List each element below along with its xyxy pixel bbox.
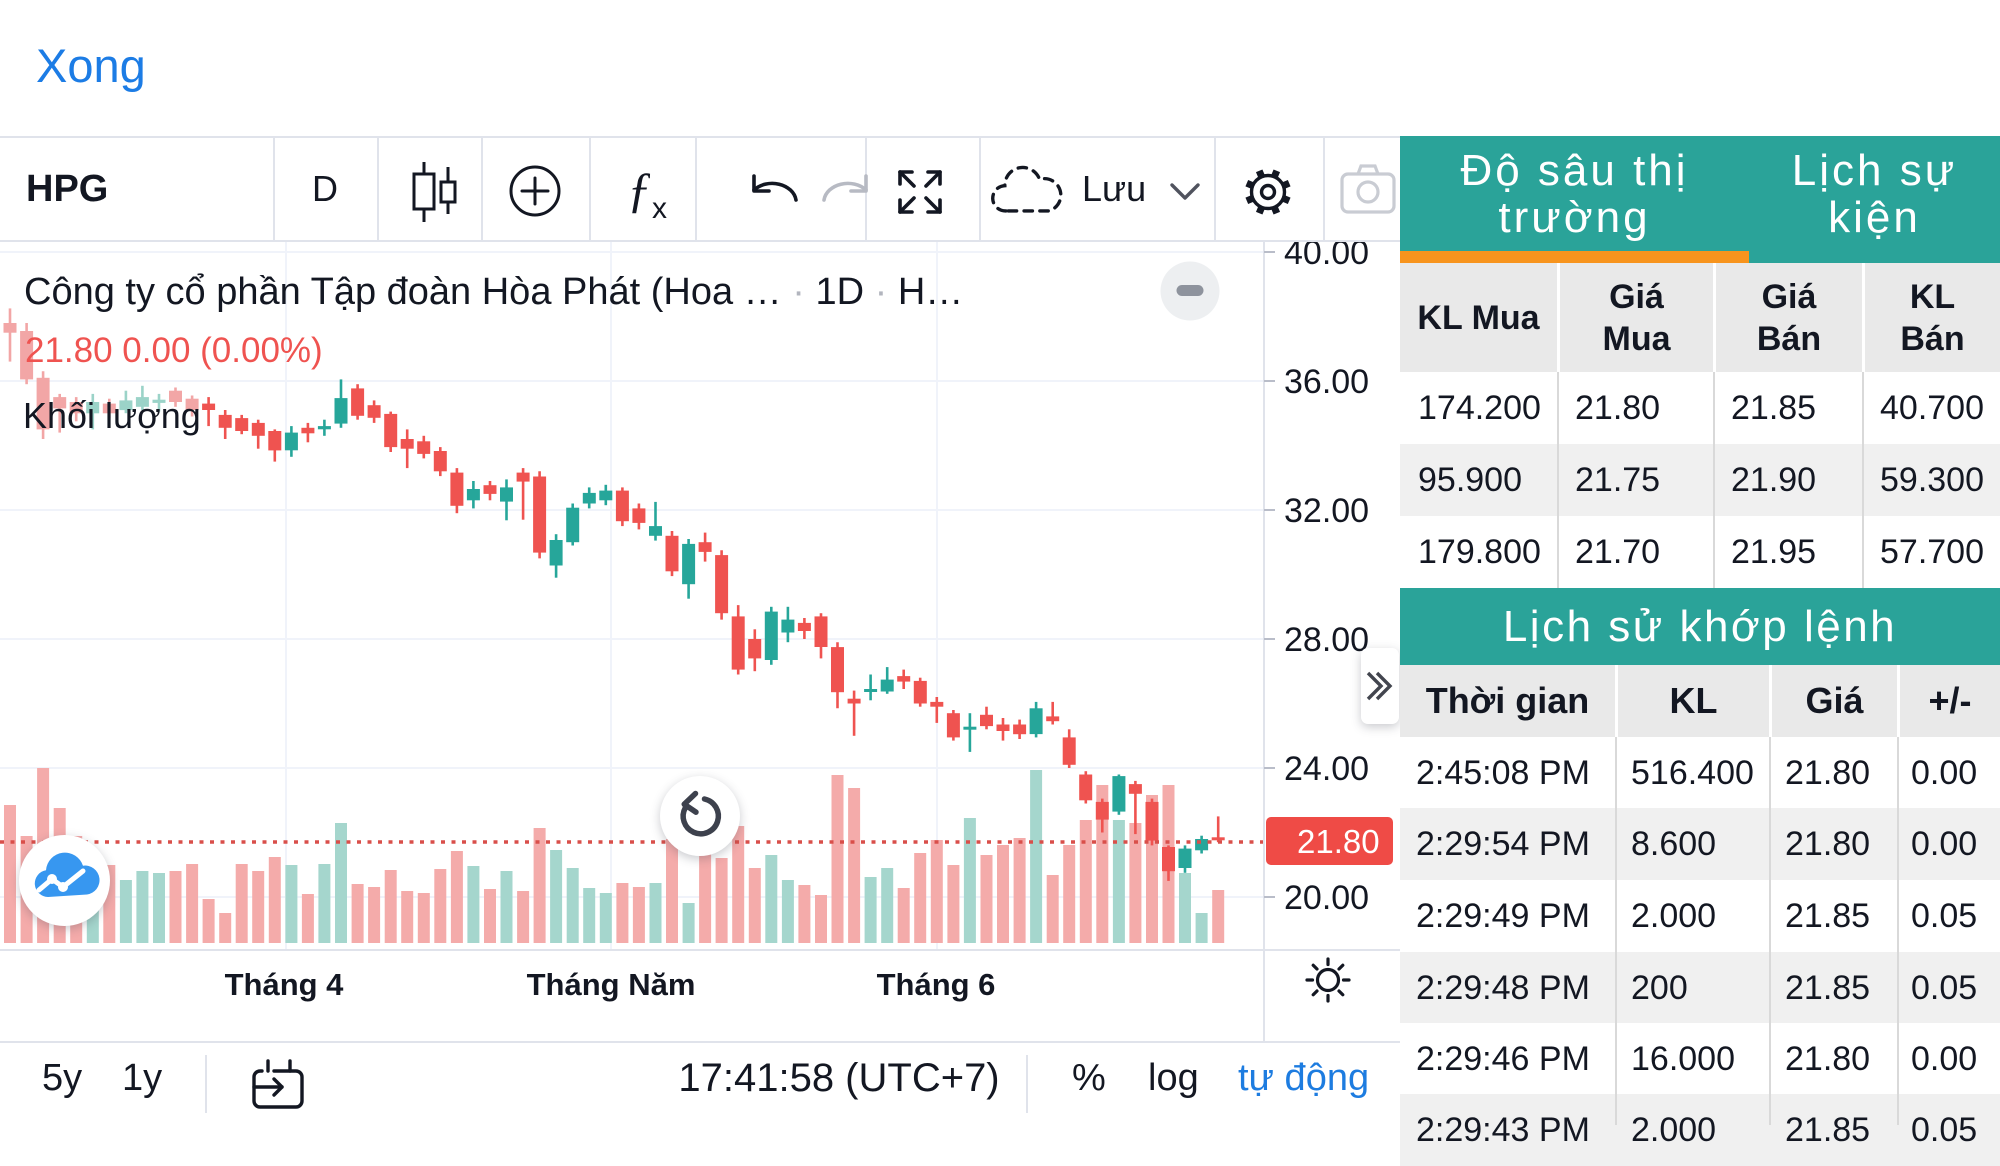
- svg-text:20.00: 20.00: [1284, 879, 1369, 917]
- svg-text:Tháng Năm: Tháng Năm: [527, 967, 696, 1002]
- svg-text:Tháng 4: Tháng 4: [225, 967, 345, 1002]
- svg-text:Công ty cổ phần Tập đoàn Hòa P: Công ty cổ phần Tập đoàn Hòa Phát (Hoa ……: [24, 271, 963, 313]
- svg-text:Khối lượng: Khối lượng: [23, 395, 201, 436]
- svg-text:24.00: 24.00: [1284, 750, 1369, 788]
- svg-text:28.00: 28.00: [1284, 621, 1369, 659]
- svg-text:32.00: 32.00: [1284, 492, 1369, 530]
- svg-text:36.00: 36.00: [1284, 363, 1369, 401]
- svg-text:21.80 0.00 (0.00%): 21.80 0.00 (0.00%): [25, 331, 323, 370]
- svg-text:Tháng 6: Tháng 6: [877, 967, 996, 1002]
- svg-text:40.00: 40.00: [1284, 242, 1369, 272]
- svg-text:21.80: 21.80: [1297, 823, 1380, 860]
